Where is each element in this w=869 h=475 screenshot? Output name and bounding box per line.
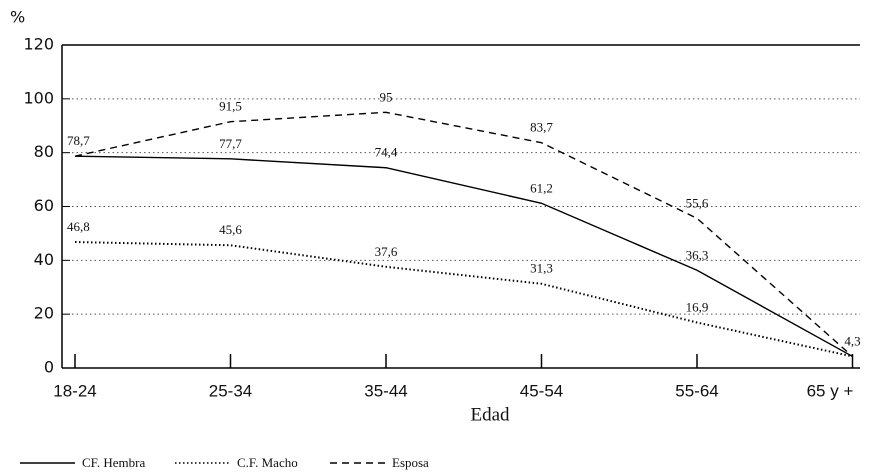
value-label: 55,6 bbox=[686, 195, 709, 210]
x-tick-label: 45-54 bbox=[520, 381, 563, 400]
value-label: 46,8 bbox=[67, 219, 90, 234]
value-label: 74,4 bbox=[375, 145, 398, 160]
value-label: 16,9 bbox=[686, 299, 709, 314]
value-label: 31,3 bbox=[530, 261, 553, 276]
value-label: 61,2 bbox=[530, 180, 553, 195]
y-tick-label: 0 bbox=[44, 358, 54, 377]
series-line bbox=[74, 111, 853, 357]
value-label: 91,5 bbox=[219, 99, 242, 114]
legend-label: CF. Hembra bbox=[82, 455, 145, 470]
y-tick-label: 60 bbox=[34, 196, 54, 215]
y-tick-label: 20 bbox=[34, 304, 54, 323]
y-tick-label: 80 bbox=[34, 142, 54, 161]
y-tick-label: 100 bbox=[23, 88, 54, 107]
value-label: 36,3 bbox=[686, 247, 709, 262]
x-tick-label: 35-44 bbox=[364, 381, 407, 400]
value-label: 77,7 bbox=[219, 136, 242, 151]
value-label: 83,7 bbox=[530, 120, 553, 135]
series-line bbox=[74, 155, 853, 358]
x-axis-label: Edad bbox=[470, 404, 510, 425]
series-line bbox=[74, 241, 853, 358]
x-tick-label: 18-24 bbox=[53, 381, 96, 400]
legend-label: C.F. Macho bbox=[237, 455, 298, 470]
y-tick-label: 40 bbox=[34, 250, 54, 269]
value-label: 78,7 bbox=[67, 133, 90, 148]
value-label: 37,6 bbox=[375, 244, 398, 259]
x-tick-label: 55-64 bbox=[675, 381, 718, 400]
y-axis-label: % bbox=[10, 8, 25, 27]
x-tick-label: 25-34 bbox=[209, 381, 252, 400]
value-label: 45,6 bbox=[219, 222, 242, 237]
y-tick-label: 120 bbox=[23, 35, 54, 54]
value-label: 95 bbox=[380, 89, 393, 104]
legend-label: Esposa bbox=[392, 455, 429, 470]
value-label: 4,3 bbox=[844, 333, 860, 348]
x-tick-label: 65 y + bbox=[807, 381, 854, 400]
